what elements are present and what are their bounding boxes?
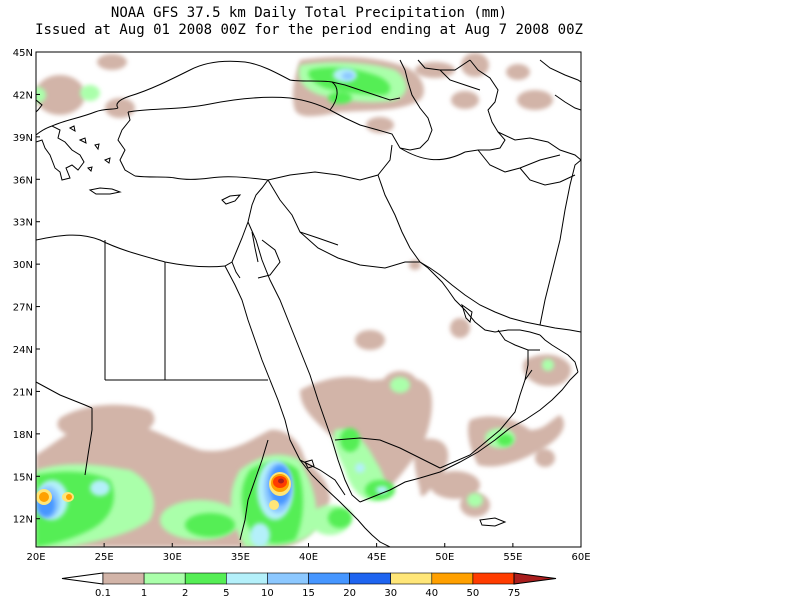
legend-swatch [431,572,474,585]
lat-label: 12N [13,515,33,526]
legend-swatch [226,572,268,585]
coastlines-and-borders [36,59,581,547]
legend-label: 40 [425,588,438,599]
legend-arrow-right [513,572,557,585]
legend-swatch [390,572,433,585]
legend-label: 30 [384,588,397,599]
lat-label: 21N [13,387,33,398]
latitude-axis: 12N 15N 18N 21N 24N 27N 30N 33N 36N 39N 42N 45N [13,48,40,526]
lat-label: 39N [13,133,33,144]
lat-label: 42N [13,90,33,101]
lon-label: 60E [571,552,590,563]
precip-band-75-plus [278,478,284,484]
lat-label: 24N [13,345,33,356]
lon-label: 25E [95,552,114,563]
legend-arrow-left [61,572,104,585]
legend-label: 0.1 [95,588,111,599]
legend-label: 10 [261,588,274,599]
legend-label: 50 [467,588,480,599]
precipitation-legend: 0.1 1 2 5 10 15 20 30 40 50 75 [61,572,557,599]
lat-label: 30N [13,260,33,271]
lat-label: 27N [13,303,33,314]
lon-label: 30E [163,552,182,563]
lon-label: 20E [26,552,45,563]
legend-swatch [267,572,309,585]
lat-label: 18N [13,430,33,441]
lon-label: 50E [435,552,454,563]
lon-label: 45E [367,552,386,563]
map-subtitle: Issued at Aug 01 2008 00Z for the period… [35,22,583,38]
legend-label: 20 [343,588,356,599]
map-title: NOAA GFS 37.5 km Daily Total Precipitati… [110,5,508,21]
legend-swatch [308,572,350,585]
lon-label: 40E [299,552,318,563]
legend-swatch [102,572,145,585]
precipitation-field [36,53,571,547]
legend-swatch [143,572,186,585]
lon-label: 35E [231,552,250,563]
legend-label: 15 [302,588,315,599]
legend-label: 2 [182,588,188,599]
legend-label: 75 [508,588,521,599]
lat-label: 15N [13,472,33,483]
lat-label: 45N [13,48,33,59]
lon-label: 55E [503,552,522,563]
lat-label: 36N [13,175,33,186]
legend-swatch [349,572,392,585]
legend-swatch [184,572,227,585]
legend-swatch [472,572,515,585]
legend-label: 5 [223,588,229,599]
longitude-axis: 20E 25E 30E 35E 40E 45E 50E 55E 60E [26,543,591,563]
legend-label: 1 [141,588,147,599]
lat-label: 33N [13,218,33,229]
